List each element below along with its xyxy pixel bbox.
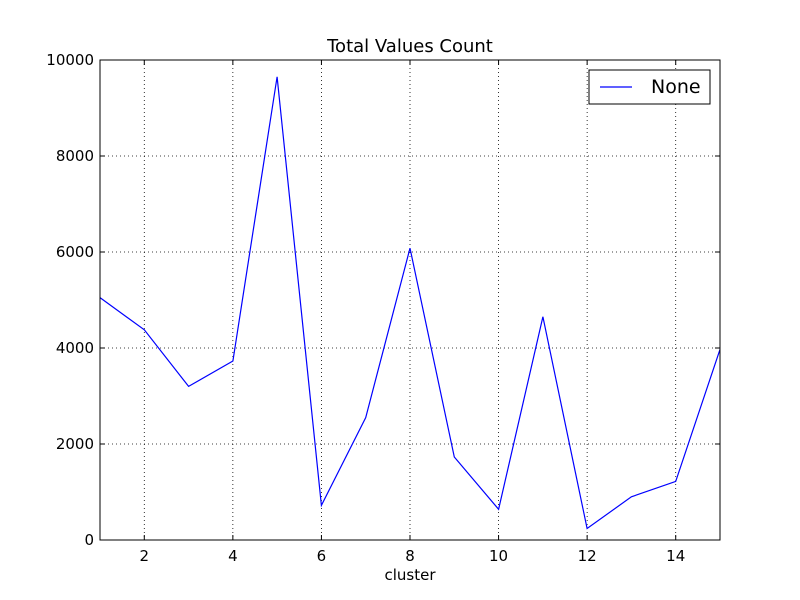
series-layer (99, 76, 721, 530)
x-tick-label: 8 (405, 547, 415, 565)
y-tick-label: 4000 (56, 339, 94, 357)
legend: None (588, 69, 711, 105)
x-axis-label: cluster (384, 566, 436, 584)
ticks: 2 4 6 8 10 12 14 0 2000 4000 6000 8000 10000 (46, 51, 720, 565)
y-tick-label: 8000 (56, 147, 94, 165)
series-line (99, 76, 721, 530)
x-tick-label: 6 (317, 547, 327, 565)
x-tick-label: 14 (666, 547, 685, 565)
x-tick-label: 10 (489, 547, 508, 565)
chart-title: Total Values Count (326, 36, 493, 57)
y-tick-label: 10000 (46, 51, 94, 69)
y-tick-label: 6000 (56, 243, 94, 261)
x-tick-label: 12 (578, 547, 597, 565)
x-tick-label: 4 (228, 547, 238, 565)
x-tick-label: 2 (140, 547, 150, 565)
y-tick-label: 0 (84, 531, 94, 549)
legend-label: None (651, 76, 701, 98)
y-tick-label: 2000 (56, 435, 94, 453)
